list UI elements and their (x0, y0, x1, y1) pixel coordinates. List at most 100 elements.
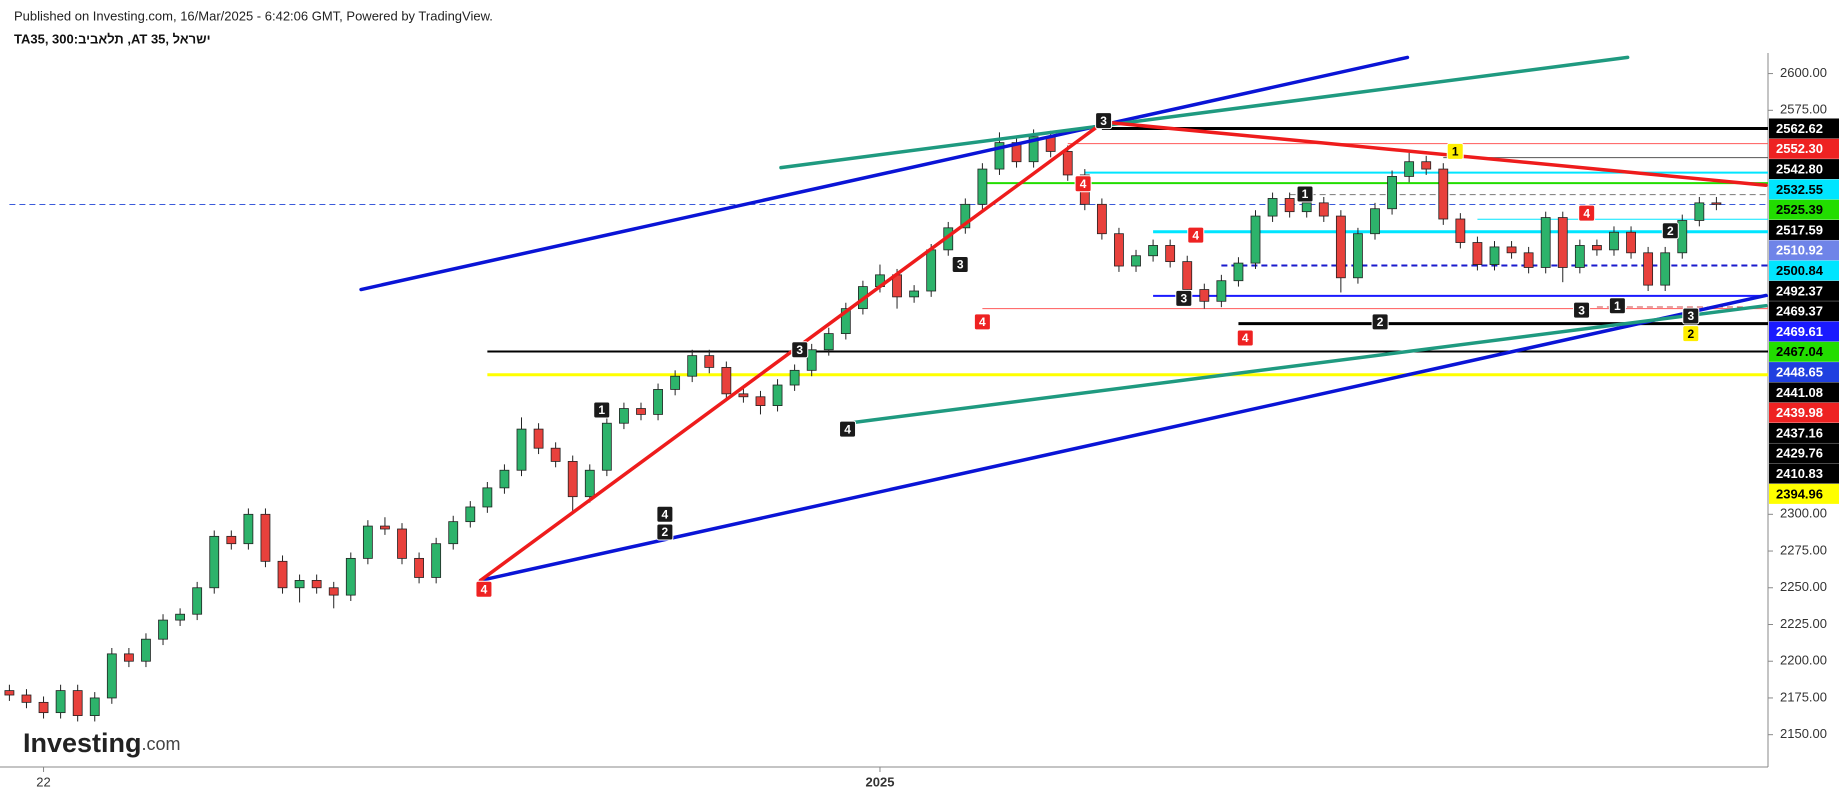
wave-marker-label: 3 (1100, 114, 1107, 128)
candle-body (1438, 168, 1449, 220)
price-label: 2429.76 (1776, 446, 1823, 461)
candle-body (1182, 261, 1193, 290)
candle-body (1557, 217, 1568, 268)
candle-body (294, 580, 305, 589)
y-tick-label: 2250.00 (1780, 579, 1827, 594)
candle-body (311, 580, 322, 589)
wave-marker (791, 341, 809, 359)
y-tick-label: 2200.00 (1780, 653, 1827, 668)
candle-body (1472, 242, 1483, 265)
candle-body (1335, 215, 1346, 279)
candle-body (909, 290, 920, 298)
price-label-box (1769, 240, 1839, 261)
candle-body (1370, 208, 1380, 235)
candle-body (345, 557, 356, 596)
price-label-box (1769, 483, 1839, 504)
candle-body (277, 560, 288, 589)
candle-body (653, 389, 663, 415)
y-tick-label: 2575.00 (1780, 102, 1827, 117)
candle-body (1574, 245, 1585, 268)
price-label: 2439.98 (1776, 405, 1823, 420)
y-tick-label: 2150.00 (1780, 726, 1827, 741)
wave-marker-label: 4 (1080, 177, 1087, 191)
wave-marker (656, 505, 674, 523)
price-label-box (1769, 443, 1839, 464)
wave-marker (593, 401, 611, 419)
candle-body (1626, 231, 1636, 254)
wave-marker (1095, 112, 1113, 130)
y-tick-label: 2225.00 (1780, 616, 1827, 631)
wave-marker-label: 4 (1583, 206, 1590, 220)
wave-marker (1682, 307, 1700, 325)
candle-body (1506, 246, 1517, 254)
candle-body (55, 690, 66, 714)
price-label: 2492.37 (1776, 283, 1823, 298)
price-label: 2532.55 (1776, 182, 1823, 197)
candle-body (72, 690, 83, 716)
candle-body (789, 369, 800, 386)
candle-body (482, 487, 493, 508)
candle-body (1028, 136, 1039, 163)
price-label: 2500.84 (1776, 263, 1824, 278)
logo: Investing.com (23, 728, 181, 758)
wave-marker (1236, 329, 1254, 347)
candle-body (1216, 280, 1227, 302)
price-label-box (1769, 382, 1839, 403)
candle-body (414, 557, 424, 578)
candle-body (1148, 245, 1158, 257)
candle-body (1233, 262, 1244, 282)
trendline (1101, 120, 1768, 187)
candle-body (38, 701, 49, 714)
candle-body (567, 461, 578, 498)
candle-body (755, 396, 766, 406)
wave-marker (1446, 142, 1464, 160)
price-label: 2562.62 (1776, 121, 1823, 136)
price-label: 2525.39 (1776, 202, 1823, 217)
candle-body (1062, 151, 1073, 176)
price-label-box (1769, 219, 1839, 240)
price-label-box (1769, 321, 1839, 342)
candle-body (1609, 231, 1619, 251)
plot-area: 4 2 4 1 3 4 3 4 3 4 4 3 4 1 2 1 4 3 1 2 3 2 (4, 55, 1768, 722)
candle-body (1318, 202, 1329, 217)
price-label: 2437.16 (1776, 425, 1823, 440)
candle-body (533, 428, 544, 449)
wave-marker-label: 4 (844, 422, 851, 436)
wave-marker-label: 2 (1667, 224, 1674, 238)
wave-marker-label: 3 (957, 258, 964, 272)
trendline (478, 293, 1768, 583)
price-label: 2448.65 (1776, 365, 1823, 380)
wave-marker-label: 4 (1192, 228, 1199, 242)
wave-marker (951, 256, 969, 274)
candle-body (243, 513, 254, 545)
candle-body (89, 697, 100, 716)
wave-marker (839, 420, 857, 438)
price-label: 2517.59 (1776, 222, 1823, 237)
wave-marker (656, 523, 674, 541)
x-tick-label: 22 (36, 774, 50, 789)
wave-marker (1371, 313, 1389, 331)
candle-body (1677, 220, 1688, 254)
wave-marker-label: 3 (796, 343, 803, 357)
candle-body (1096, 203, 1107, 235)
wave-marker-label: 2 (662, 525, 669, 539)
candle-body (209, 535, 220, 589)
trendline (359, 55, 1410, 292)
candle-body (1421, 161, 1432, 170)
candle-body (670, 375, 681, 390)
candle-body (721, 366, 732, 395)
candle-body (1131, 255, 1141, 267)
candle-body (1711, 202, 1722, 205)
candle-body (1165, 245, 1176, 263)
candle-body (1404, 161, 1415, 177)
wave-marker (1682, 325, 1700, 343)
wave-marker-label: 4 (481, 582, 488, 596)
candle-body (619, 408, 629, 424)
wave-marker (1661, 222, 1679, 240)
price-label-box (1769, 362, 1839, 383)
candle-body (960, 203, 971, 229)
candle-body (994, 142, 1005, 170)
wave-marker-label: 2 (1687, 327, 1694, 341)
trendline (845, 303, 1768, 425)
